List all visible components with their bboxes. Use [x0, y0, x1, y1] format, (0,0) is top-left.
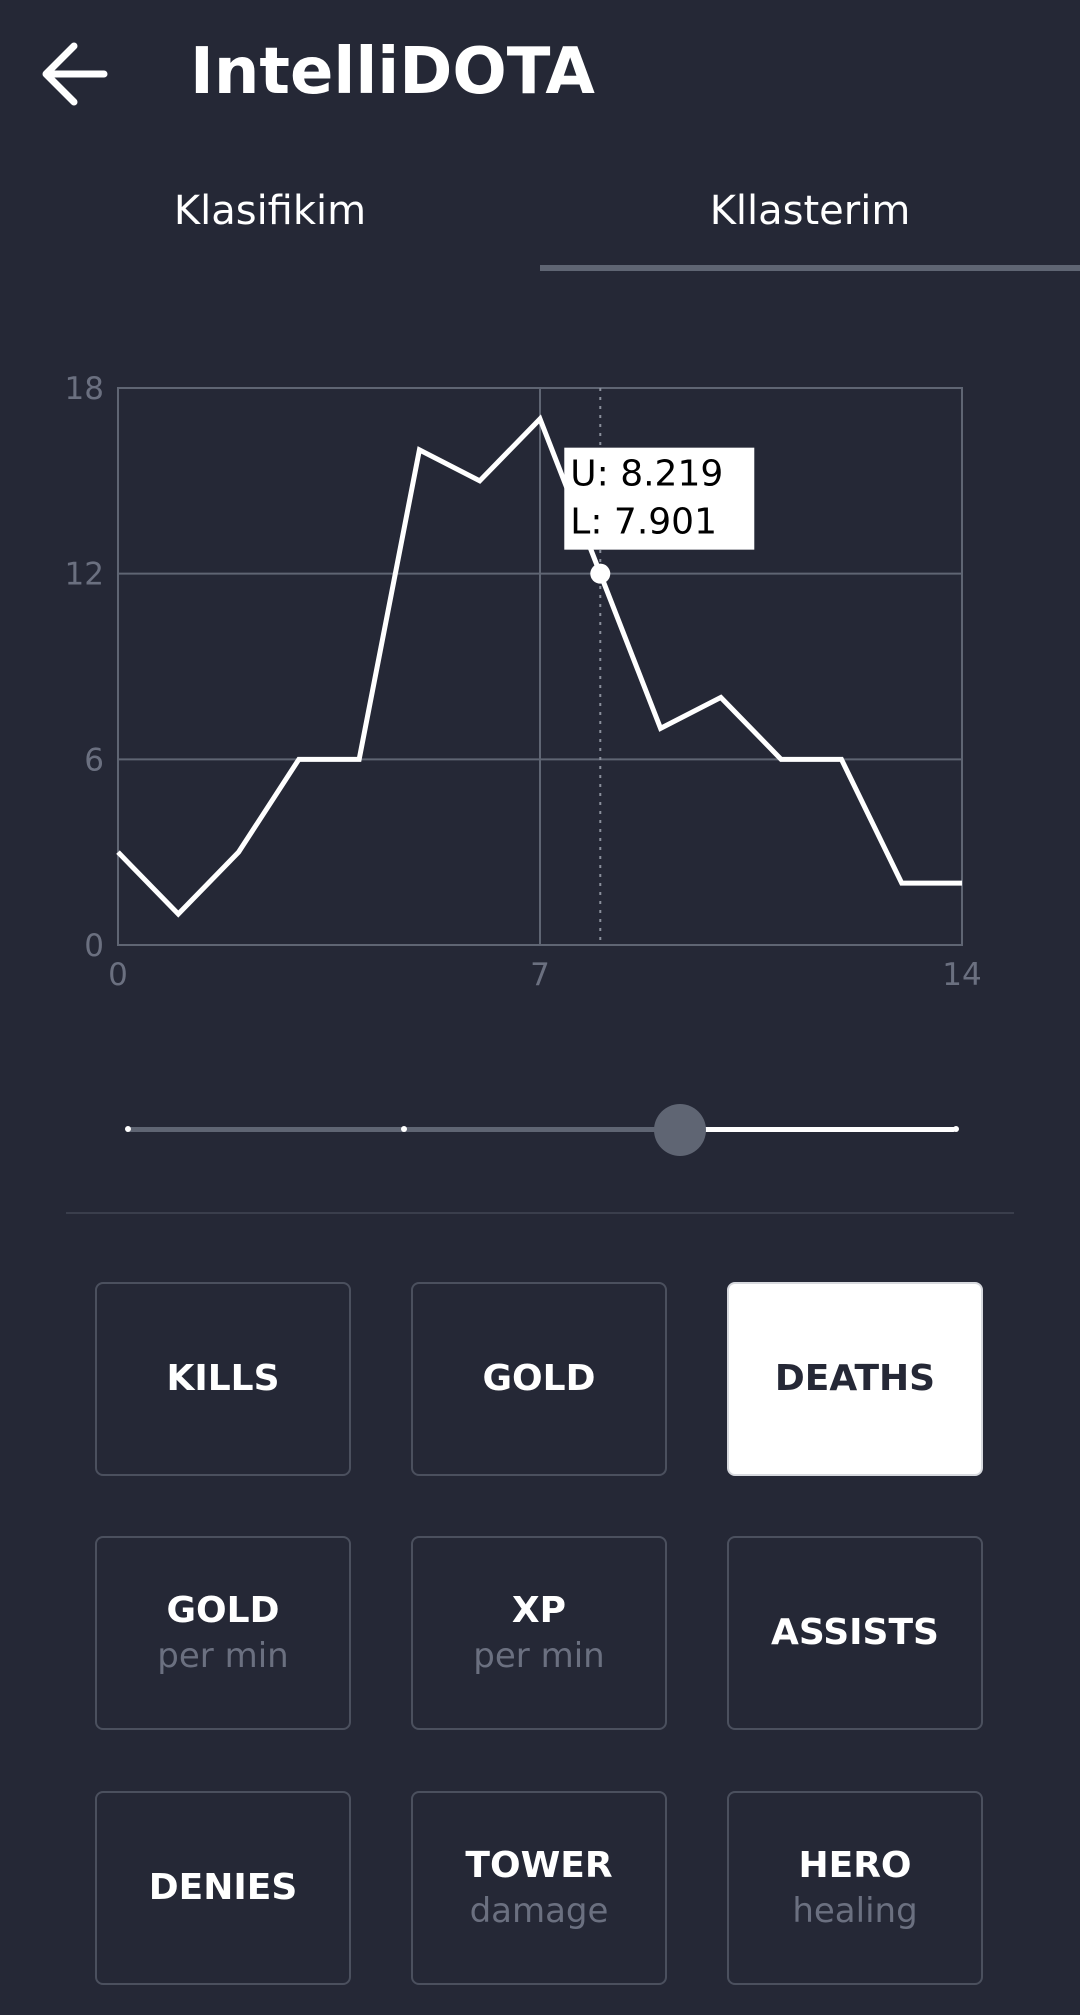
stat-button-hero-healing[interactable]: HERO healing [727, 1791, 983, 1985]
stat-label: GOLD [482, 1358, 596, 1399]
tab-bar: Klasifikim Kllasterim [0, 150, 1080, 272]
stat-sublabel: healing [792, 1891, 918, 1931]
y-tick-label: 18 [65, 371, 104, 407]
stat-button-deaths[interactable]: DEATHS [727, 1282, 983, 1476]
y-tick-label: 0 [84, 928, 104, 964]
tab-kllasterim[interactable]: Kllasterim [709, 188, 911, 234]
stat-label: DENIES [148, 1867, 298, 1908]
slider-tick [953, 1126, 959, 1132]
app-header: IntelliDOTA [0, 0, 1080, 150]
chart-tooltip [564, 447, 755, 550]
stat-button-denies[interactable]: DENIES [95, 1791, 351, 1985]
stat-label: KILLS [166, 1358, 280, 1399]
cluster-slider[interactable] [125, 1104, 959, 1156]
x-tick-label: 7 [530, 957, 550, 993]
chart-cursor-marker [590, 563, 611, 584]
stat-label: XP [511, 1590, 567, 1631]
line-chart[interactable]: 0 6 12 18 0 7 14 U: 8.219 L: 7.901 [0, 340, 1080, 1020]
stat-label: ASSISTS [771, 1612, 939, 1653]
y-tick-label: 12 [65, 557, 104, 593]
tooltip-line-upper: U: 8.219 [570, 454, 723, 495]
app-title: IntelliDOTA [190, 35, 595, 109]
tab-klasifikim[interactable]: Klasifikim [173, 188, 367, 234]
stat-sublabel: damage [469, 1891, 609, 1931]
stat-label: TOWER [465, 1845, 613, 1886]
stat-button-assists[interactable]: ASSISTS [727, 1536, 983, 1730]
stat-button-tower-damage[interactable]: TOWER damage [411, 1791, 667, 1985]
chart-svg: 0 6 12 18 0 7 14 U: 8.219 L: 7.901 [65, 371, 982, 993]
slider-tick [125, 1126, 131, 1132]
stat-label: GOLD [166, 1590, 280, 1631]
x-tick-label: 0 [108, 957, 128, 993]
tooltip-line-lower: L: 7.901 [570, 502, 717, 543]
slider-track-active [680, 1127, 956, 1132]
divider [66, 1212, 1014, 1214]
slider-tick [400, 1126, 407, 1132]
stat-button-gold-per-min[interactable]: GOLD per min [95, 1536, 351, 1730]
active-tab-indicator [540, 265, 1080, 271]
stat-label: HERO [798, 1845, 912, 1886]
arrow-left-icon [42, 42, 108, 106]
stat-sublabel: per min [473, 1636, 605, 1676]
slider-thumb[interactable] [654, 1104, 707, 1156]
stat-button-gold[interactable]: GOLD [411, 1282, 667, 1476]
y-tick-label: 6 [84, 742, 104, 778]
stat-button-kills[interactable]: KILLS [95, 1282, 351, 1476]
stat-sublabel: per min [157, 1636, 289, 1676]
stat-label: DEATHS [774, 1358, 936, 1399]
back-button[interactable] [38, 36, 114, 112]
stat-button-xp-per-min[interactable]: XP per min [411, 1536, 667, 1730]
x-tick-label: 14 [942, 957, 981, 993]
